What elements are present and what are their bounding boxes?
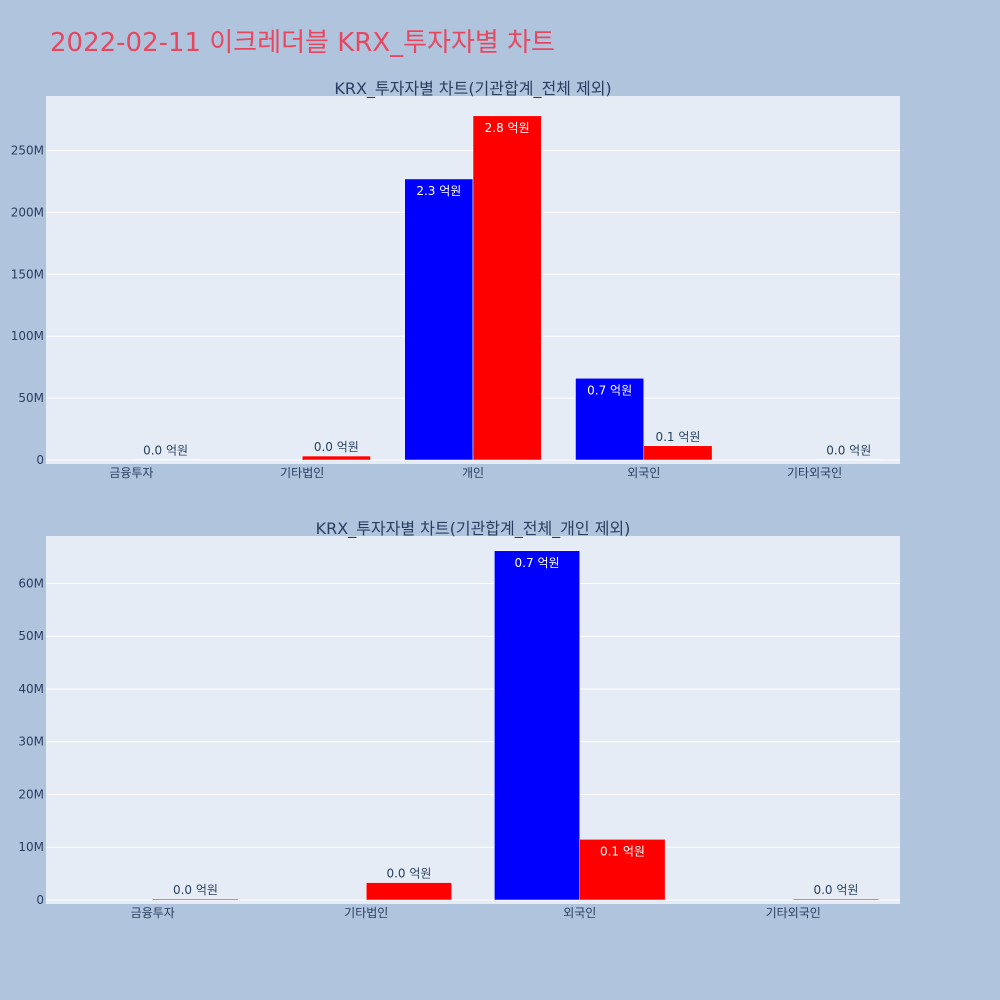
bar-data-label: 0.0 억원 [173,883,218,897]
y-tick-label: 0 [36,453,44,467]
bar-buy [404,178,474,461]
x-tick-label: 기타외국인 [766,906,821,920]
x-tick-label: 기타법인 [344,906,388,920]
x-tick-label: 금융투자 [131,906,175,920]
page-title: 2022-02-11 이크레더블 KRX_투자자별 차트 [50,28,555,58]
bar-buy [575,378,645,461]
x-tick-label: 기타법인 [280,466,324,480]
y-tick-label: 40M [18,682,44,696]
bar-sell [301,455,371,461]
y-tick-label: 250M [11,143,44,157]
y-tick-label: 50M [18,391,44,405]
x-tick-label: 기타외국인 [787,466,842,480]
x-tick-label: 개인 [462,466,484,480]
bar-sell [579,839,666,901]
y-tick-label: 20M [18,787,44,801]
y-tick-label: 60M [18,576,44,590]
bar-data-label: 0.0 억원 [314,440,359,454]
y-tick-label: 100M [11,329,44,343]
x-tick-label: 외국인 [627,466,660,480]
y-tick-label: 10M [18,840,44,854]
bar-data-label: 0.0 억원 [143,444,188,458]
bar-data-label: 2.8 억원 [485,121,530,135]
bar-sell [643,445,713,461]
bar-sell [366,882,452,901]
x-tick-label: 금융투자 [109,466,153,480]
bar-data-label: 0.7 억원 [587,383,632,397]
x-tick-label: 외국인 [563,906,596,920]
bar-buy [494,550,581,901]
chart-investor-all: KRX_투자자별 차트(기관합계_전체 제외) 0 50M 100M 150M 200M 2… [11,79,900,480]
bar-data-label: 0.7 억원 [515,556,560,570]
bar-sell [152,898,239,901]
bar-sell [472,115,542,461]
plot-area [46,536,900,904]
bar-data-label: 0.0 억원 [386,867,431,881]
bar-data-label: 0.1 억원 [600,844,645,858]
chart-investor-excl-individual: KRX_투자자별 차트(기관합계_전체_개인 제외) 0 10M 20M 30M 40M 5… [18,519,900,920]
chart-title: KRX_투자자별 차트(기관합계_전체 제외) [334,79,611,99]
y-tick-label: 150M [11,267,44,281]
y-tick-label: 0 [36,893,44,907]
chart-title: KRX_투자자별 차트(기관합계_전체_개인 제외) [316,519,631,539]
y-tick-label: 50M [18,629,44,643]
bar-data-label: 0.1 억원 [655,430,700,444]
bar-sell [793,898,879,901]
bar-data-label: 2.3 억원 [416,184,461,198]
y-tick-label: 200M [11,205,44,219]
y-tick-label: 30M [18,735,44,749]
bar-data-label: 0.0 억원 [826,444,871,458]
bar-data-label: 0.0 억원 [813,883,858,897]
